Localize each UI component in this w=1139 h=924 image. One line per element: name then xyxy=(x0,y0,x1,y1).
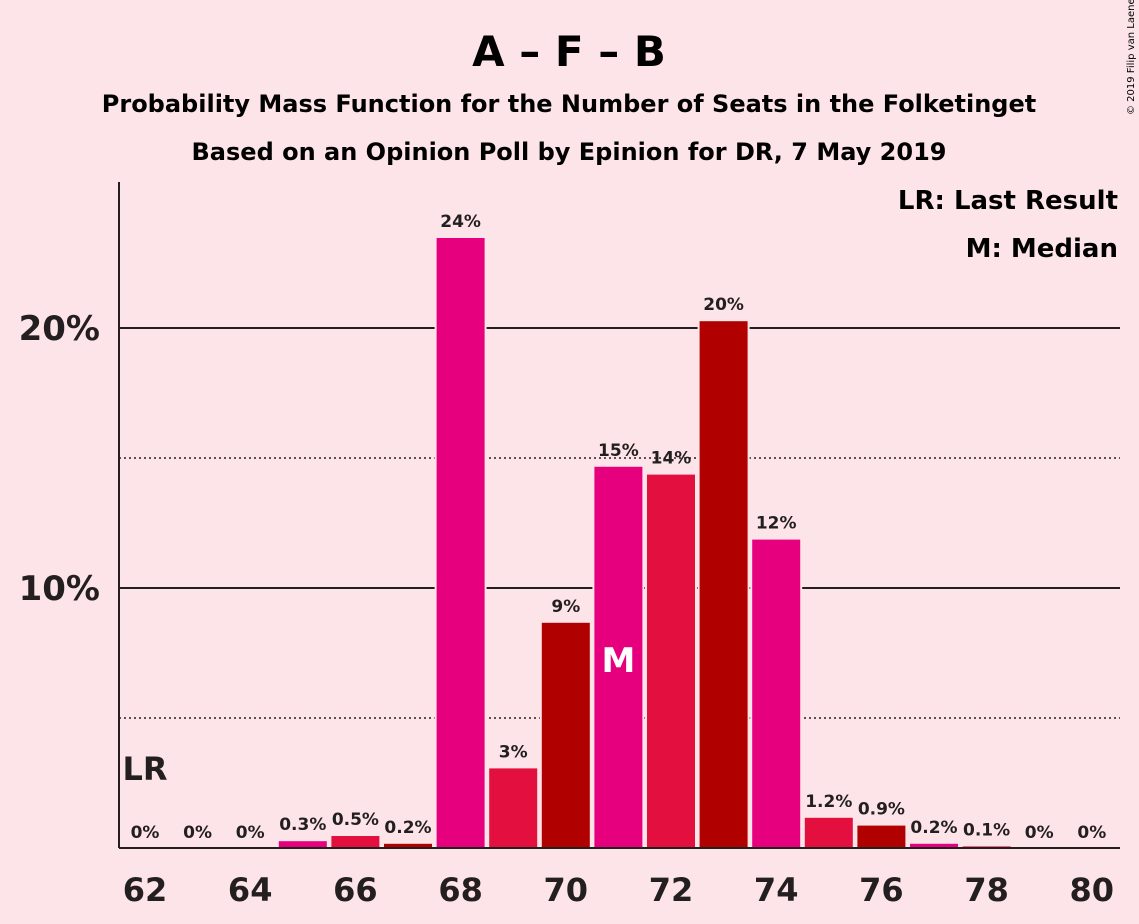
x-tick-label: 62 xyxy=(123,871,168,909)
data-label-77: 0.2% xyxy=(910,818,957,838)
bar-66 xyxy=(329,834,382,849)
bar-75 xyxy=(802,815,855,849)
data-label-64: 0% xyxy=(236,823,265,843)
data-label-69: 3% xyxy=(499,742,528,762)
data-label-62: 0% xyxy=(131,823,160,843)
legend-last-result: LR: Last Result xyxy=(898,186,1118,216)
bar-76 xyxy=(855,823,908,849)
copyright-note: © 2019 Filip van Laenen xyxy=(1126,0,1137,115)
chart-title: A – F – B xyxy=(472,27,666,76)
data-label-74: 12% xyxy=(756,514,797,534)
x-tick-label: 70 xyxy=(544,871,589,909)
x-tick-label: 72 xyxy=(649,871,694,909)
markers: LR M xyxy=(122,641,635,788)
data-label-73: 20% xyxy=(703,295,744,315)
chart-subtitle-2: Based on an Opinion Poll by Epinion for … xyxy=(192,138,947,166)
data-label-67: 0.2% xyxy=(384,818,431,838)
y-tick-label: 20% xyxy=(19,309,100,349)
x-tick-label: 66 xyxy=(333,871,378,909)
bar-72 xyxy=(645,472,697,849)
x-tick-label: 78 xyxy=(964,871,1009,909)
data-label-68: 24% xyxy=(440,212,481,232)
y-tick-label: 10% xyxy=(19,569,100,609)
data-label-76: 0.9% xyxy=(858,800,905,820)
chart-subtitle-1: Probability Mass Function for the Number… xyxy=(102,90,1036,118)
median-marker: M xyxy=(601,641,635,681)
bar-73 xyxy=(697,319,750,849)
bar-69 xyxy=(487,766,540,850)
last-result-marker: LR xyxy=(122,750,167,788)
data-label-78: 0.1% xyxy=(963,820,1010,840)
bars xyxy=(276,236,1013,850)
x-tick-label: 64 xyxy=(228,871,273,909)
bar-71 xyxy=(592,464,645,849)
x-tick-label: 80 xyxy=(1070,871,1115,909)
data-label-71: 15% xyxy=(598,441,639,461)
x-tick-labels: 62 64 66 68 70 72 74 76 78 80 xyxy=(123,871,1114,909)
x-tick-label: 76 xyxy=(859,871,904,909)
data-label-65: 0.3% xyxy=(279,815,326,835)
x-tick-label: 68 xyxy=(438,871,483,909)
bar-70 xyxy=(539,620,592,849)
x-tick-label: 74 xyxy=(754,871,799,909)
data-label-66: 0.5% xyxy=(332,810,379,830)
legend-median: M: Median xyxy=(966,234,1118,264)
y-tick-labels: 10% 20% xyxy=(19,309,100,609)
data-label-72: 14% xyxy=(651,449,692,469)
data-label-63: 0% xyxy=(183,823,212,843)
data-label-75: 1.2% xyxy=(805,792,852,812)
bar-68 xyxy=(434,236,487,849)
bar-74 xyxy=(750,537,803,849)
data-label-80: 0% xyxy=(1077,823,1106,843)
data-label-70: 9% xyxy=(551,597,580,617)
data-labels: 0% 0% 0% 0.3% 0.5% 0.2%24%3%9%15% 14%20%12%1.2… xyxy=(131,212,1107,843)
bar-65 xyxy=(276,839,329,850)
data-label-79: 0% xyxy=(1025,823,1054,843)
